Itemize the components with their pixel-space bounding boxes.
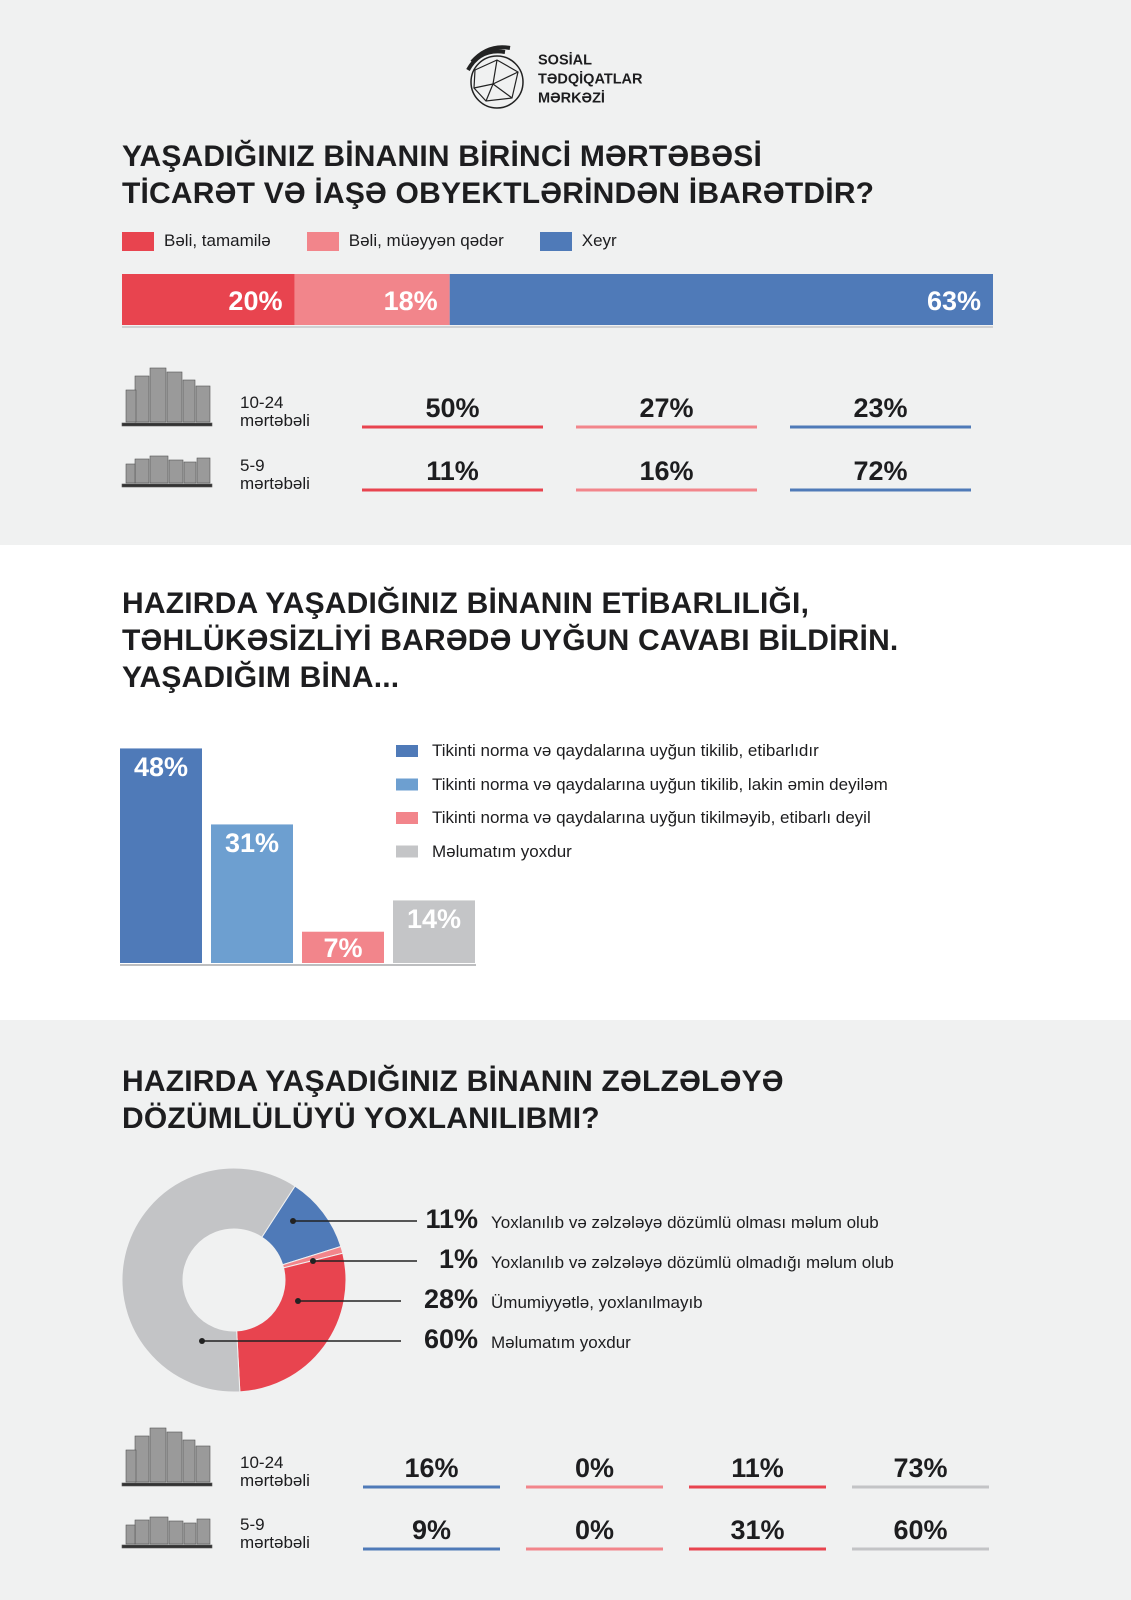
bar-segment	[294, 274, 450, 325]
group-value-label: 9%	[411, 1514, 452, 1545]
group-value-label: 27%	[639, 392, 694, 423]
pie-slice	[121, 1167, 296, 1393]
legend-label: Tikinti norma və qaydalarına uyğun tikil…	[432, 741, 819, 761]
slice-value-label: 11%	[425, 1203, 478, 1234]
chart-title: YAŞADIĞINIZ BİNANIN BİRİNCİ MƏRTƏBƏSİ Tİ…	[122, 140, 875, 210]
group-value-label: 11%	[426, 455, 479, 486]
chart-title: HAZIRDA YAŞADIĞINIZ BİNANIN ETİBARLILIĞI…	[122, 587, 899, 694]
slice-value-label: 1%	[438, 1243, 478, 1274]
bar	[302, 931, 384, 963]
section-background	[0, 0, 1131, 545]
legend-label: Xeyr	[581, 231, 617, 250]
legend-label: Tikinti norma və qaydalarına uyğun tikil…	[432, 774, 888, 794]
group-value-label: 16%	[404, 1452, 459, 1483]
logo-icon	[466, 45, 524, 109]
bar-value-label: 7%	[323, 933, 363, 964]
group-value-label: 31%	[730, 1514, 785, 1545]
group-value-label: 0%	[574, 1514, 615, 1545]
group-value-label: 72%	[853, 455, 908, 486]
group-label: 10-24 mərtəbəli	[240, 393, 310, 430]
building-icon	[121, 367, 213, 1549]
leader-dot	[290, 1218, 296, 1224]
slice-label: Yoxlanılıb və zəlzələyə dözümlü olması m…	[491, 1213, 879, 1233]
group-value-label: 60%	[893, 1514, 948, 1545]
bar-value-label: 63%	[926, 285, 981, 316]
group-value-label: 73%	[893, 1452, 948, 1483]
group-value-label: 11%	[731, 1452, 784, 1483]
slice-label: Ümumiyyətlə, yoxlanılmayıb	[491, 1293, 703, 1313]
leader-dot	[295, 1298, 301, 1304]
legend-swatch	[396, 745, 418, 757]
slice-value-label: 28%	[423, 1283, 478, 1314]
logo-text: MƏRKƏZİ	[538, 90, 605, 107]
bar-value-label: 14%	[406, 904, 462, 935]
bar-value-label: 31%	[224, 828, 280, 859]
legend-label: Tikinti norma və qaydalarına uyğun tikil…	[432, 808, 871, 828]
group-label: 5-9 mərtəbəli	[240, 1515, 310, 1552]
legend-entry: Bəli, müəyyən qədər	[306, 231, 504, 251]
leader-dot	[199, 1338, 205, 1344]
bar	[211, 824, 293, 963]
bar-value-label: 48%	[133, 752, 189, 783]
bar	[120, 748, 202, 963]
group-value-label: 50%	[425, 392, 480, 423]
legend-label: Bəli, müəyyən qədər	[348, 231, 504, 250]
bar-segment	[122, 274, 295, 325]
group-value-label: 16%	[639, 455, 694, 486]
logo-text: SOSİAL	[538, 52, 592, 69]
logo-text: TƏDQİQATLAR	[538, 71, 643, 88]
legend-swatch	[539, 231, 572, 251]
group-label: 10-24 mərtəbəli	[240, 1453, 310, 1490]
legend-label: Məlumatım yoxdur	[432, 841, 572, 861]
legend-swatch	[396, 778, 418, 791]
bar	[393, 900, 475, 963]
bar-value-label: 20%	[228, 285, 283, 316]
bar-value-label: 18%	[383, 285, 438, 316]
leader-dot	[310, 1258, 316, 1264]
group-value-label: 23%	[853, 392, 908, 423]
chart-title: HAZIRDA YAŞADIĞINIZ BİNANIN ZƏLZƏLƏYƏ DÖ…	[122, 1065, 784, 1135]
legend-entry: Bəli, tamamilə	[122, 231, 271, 251]
legend-swatch	[396, 845, 418, 858]
group-value-label: 0%	[574, 1452, 615, 1483]
group-label: 5-9 mərtəbəli	[240, 456, 310, 493]
legend-swatch	[122, 231, 154, 251]
slice-value-label: 60%	[423, 1323, 478, 1354]
slice-label: Məlumatım yoxdur	[491, 1333, 631, 1353]
bar-segment	[449, 274, 993, 325]
legend-swatch	[396, 812, 418, 824]
slice-label: Yoxlanılıb və zəlzələyə dözümlü olmadığı…	[491, 1253, 894, 1273]
pie-slice	[236, 1252, 347, 1393]
legend: Bəli, tamamilə Bəli, müəyyən qədər Xeyr	[122, 231, 653, 251]
legend-swatch	[306, 231, 339, 251]
legend-entry: Xeyr	[539, 231, 617, 251]
legend-label: Bəli, tamamilə	[164, 231, 271, 250]
